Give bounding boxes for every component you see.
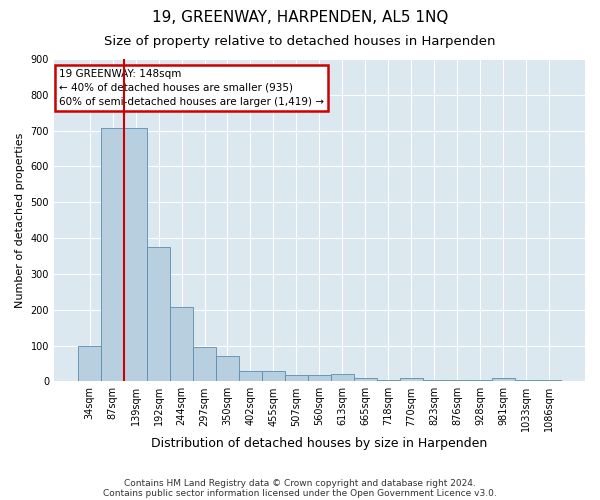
Bar <box>216 356 239 382</box>
Y-axis label: Number of detached properties: Number of detached properties <box>15 132 25 308</box>
Bar <box>492 378 515 382</box>
Bar <box>377 380 400 382</box>
Bar <box>400 378 423 382</box>
Text: Size of property relative to detached houses in Harpenden: Size of property relative to detached ho… <box>104 35 496 48</box>
Text: Contains HM Land Registry data © Crown copyright and database right 2024.: Contains HM Land Registry data © Crown c… <box>124 478 476 488</box>
Bar <box>170 307 193 382</box>
Bar <box>538 380 561 382</box>
Bar <box>446 380 469 382</box>
Bar <box>515 380 538 382</box>
Bar <box>423 380 446 382</box>
Bar <box>193 348 216 382</box>
Bar <box>354 378 377 382</box>
Bar <box>469 380 492 382</box>
Text: 19 GREENWAY: 148sqm
← 40% of detached houses are smaller (935)
60% of semi-detac: 19 GREENWAY: 148sqm ← 40% of detached ho… <box>59 68 324 106</box>
X-axis label: Distribution of detached houses by size in Harpenden: Distribution of detached houses by size … <box>151 437 488 450</box>
Text: Contains public sector information licensed under the Open Government Licence v3: Contains public sector information licen… <box>103 488 497 498</box>
Bar <box>262 370 285 382</box>
Bar <box>331 374 354 382</box>
Bar <box>101 128 124 382</box>
Text: 19, GREENWAY, HARPENDEN, AL5 1NQ: 19, GREENWAY, HARPENDEN, AL5 1NQ <box>152 10 448 25</box>
Bar <box>239 372 262 382</box>
Bar <box>308 375 331 382</box>
Bar <box>124 128 147 382</box>
Bar <box>78 346 101 382</box>
Bar <box>285 375 308 382</box>
Bar <box>147 247 170 382</box>
